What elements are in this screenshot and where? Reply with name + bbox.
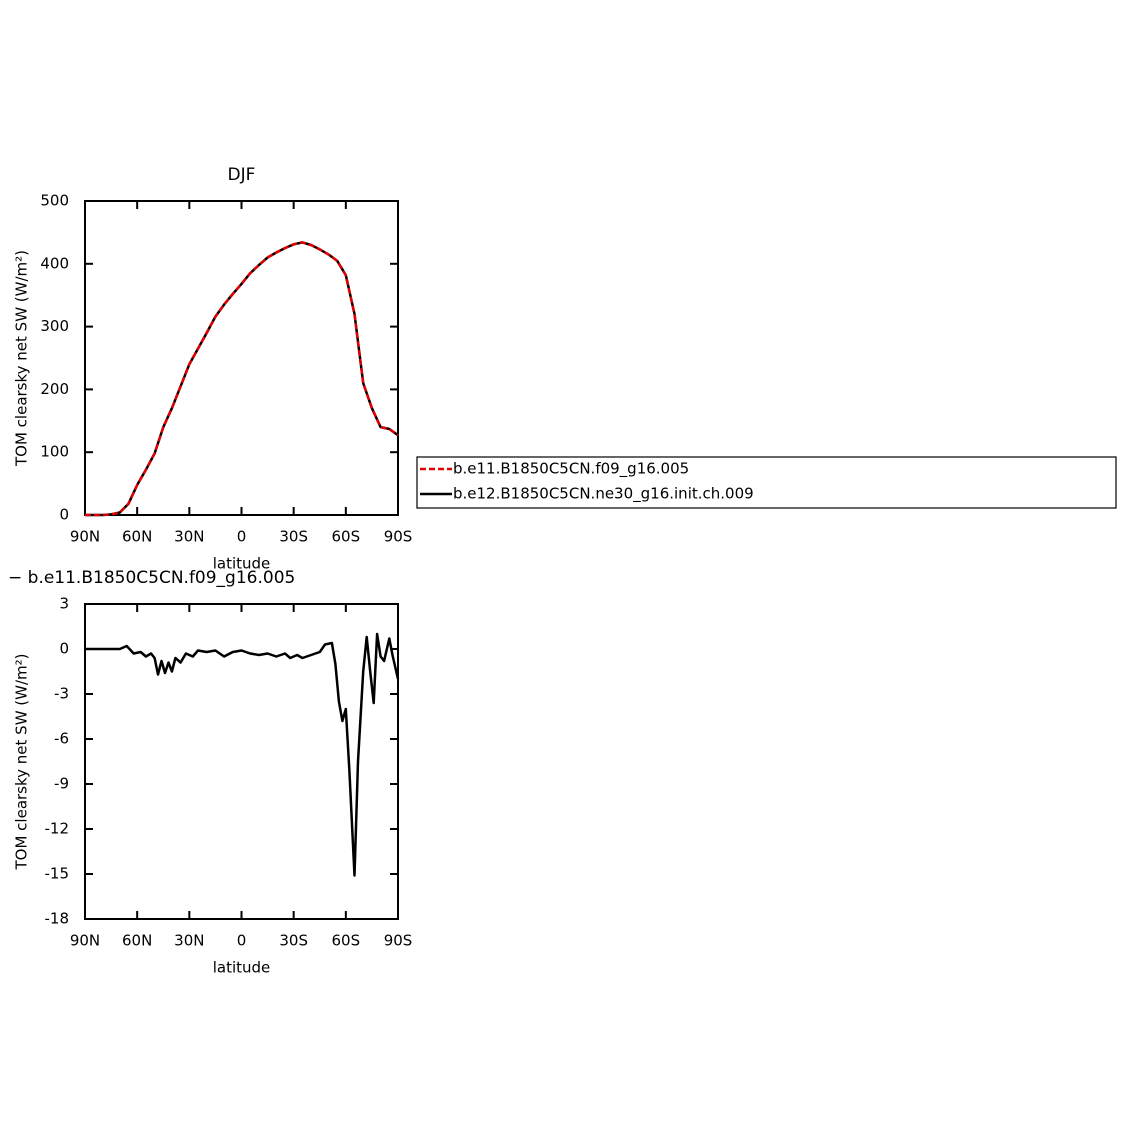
y-tick-label: -18 <box>45 910 70 928</box>
y-axis-label: TOM clearsky net SW (W/m²) <box>13 653 31 870</box>
y-tick-label: 100 <box>40 443 69 461</box>
x-tick-label: 60S <box>332 528 361 546</box>
y-tick-label: -6 <box>54 730 69 748</box>
y-tick-label: -12 <box>45 820 70 838</box>
x-axis-label: latitude <box>213 555 271 573</box>
x-tick-label: 30S <box>279 528 308 546</box>
y-tick-label: 500 <box>40 192 69 210</box>
x-tick-label: 0 <box>237 528 247 546</box>
legend-box <box>416 456 1117 509</box>
x-tick-label: 30S <box>279 932 308 950</box>
y-tick-label: 400 <box>40 254 69 272</box>
chart-title: DJF <box>228 165 256 185</box>
y-tick-label: 3 <box>59 595 69 613</box>
legend-label: b.e12.B1850C5CN.ne30_g16.init.ch.009 <box>453 485 754 504</box>
y-tick-label: -3 <box>54 685 69 703</box>
x-tick-label: 90N <box>70 528 100 546</box>
x-tick-label: 60S <box>332 932 361 950</box>
x-tick-label: 90S <box>384 528 413 546</box>
x-tick-label: 60N <box>122 932 152 950</box>
x-axis-label: latitude <box>213 959 271 977</box>
plot-frame <box>84 200 399 516</box>
x-tick-label: 90S <box>384 932 413 950</box>
y-tick-label: -9 <box>54 775 69 793</box>
y-tick-label: 300 <box>40 317 69 335</box>
y-tick-label: 0 <box>59 640 69 658</box>
y-tick-label: -15 <box>45 865 70 883</box>
data-line <box>85 632 400 877</box>
chart-title: − b.e11.B1850C5CN.f09_g16.005 <box>8 568 295 588</box>
x-tick-label: 60N <box>122 528 152 546</box>
y-tick-label: 200 <box>40 380 69 398</box>
data-line <box>85 241 399 517</box>
data-line <box>85 241 399 517</box>
legend-label: b.e11.B1850C5CN.f09_g16.005 <box>453 460 689 479</box>
y-tick-label: 0 <box>59 506 69 524</box>
x-tick-label: 90N <box>70 932 100 950</box>
x-tick-label: 30N <box>174 932 204 950</box>
x-tick-label: 0 <box>237 932 247 950</box>
x-tick-label: 30N <box>174 528 204 546</box>
y-axis-label: TOM clearsky net SW (W/m²) <box>13 250 31 467</box>
